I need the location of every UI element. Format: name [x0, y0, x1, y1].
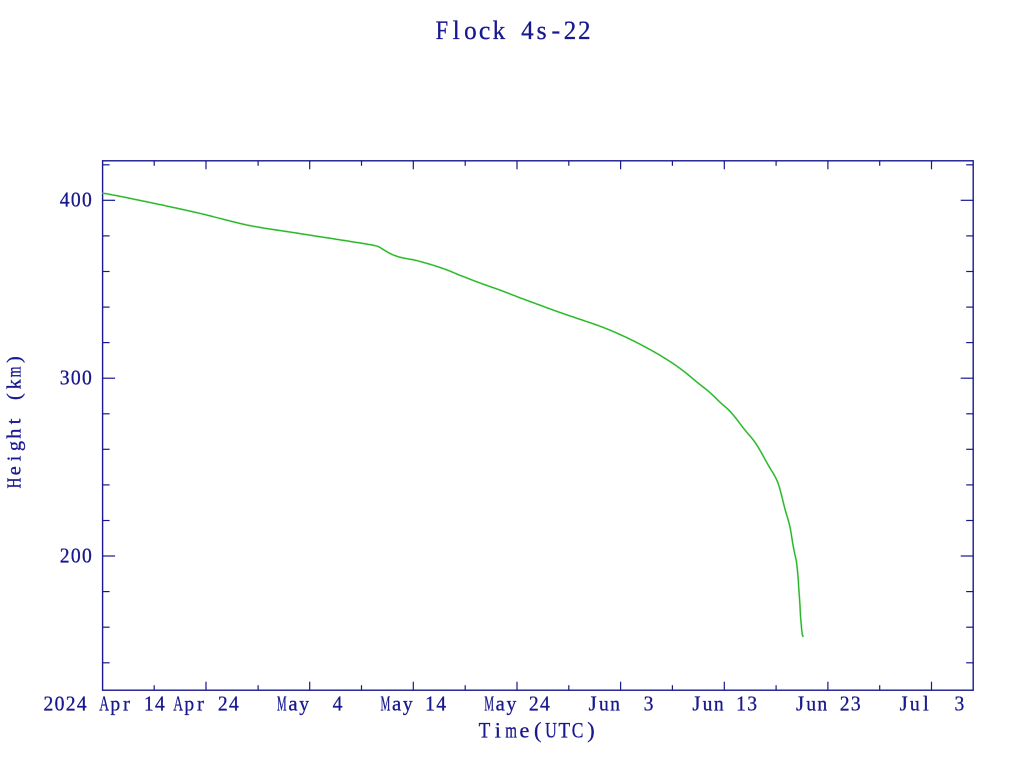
svg-text:a: a	[392, 692, 401, 715]
svg-text:u: u	[806, 693, 816, 716]
svg-text:): )	[587, 718, 594, 743]
svg-text:y: y	[507, 693, 518, 716]
svg-text:4: 4	[540, 693, 550, 716]
svg-text:r: r	[123, 692, 130, 715]
svg-text:2: 2	[529, 693, 539, 716]
svg-text:u: u	[703, 693, 713, 716]
svg-text:k: k	[493, 15, 506, 45]
svg-text:3: 3	[60, 367, 70, 390]
svg-text:0: 0	[82, 367, 92, 390]
svg-text:M: M	[484, 692, 494, 716]
svg-text:3: 3	[954, 693, 964, 716]
svg-text:l: l	[453, 16, 460, 45]
svg-text:0: 0	[71, 189, 81, 212]
svg-text:g: g	[4, 441, 26, 451]
svg-text:r: r	[197, 692, 204, 715]
svg-text:U: U	[545, 719, 557, 743]
svg-text:n: n	[610, 693, 620, 716]
svg-text:2: 2	[564, 15, 577, 45]
svg-text:i: i	[495, 718, 501, 743]
svg-text:2: 2	[578, 15, 591, 45]
svg-text:): )	[4, 356, 26, 363]
svg-text:p: p	[184, 693, 194, 716]
svg-text:p: p	[110, 693, 120, 716]
svg-text:(: (	[4, 393, 26, 400]
svg-text:m: m	[2, 366, 25, 377]
svg-text:2: 2	[218, 693, 228, 716]
svg-text:y: y	[403, 693, 414, 716]
svg-text:J: J	[692, 692, 700, 715]
svg-text:H: H	[2, 478, 25, 489]
svg-text:3: 3	[747, 693, 757, 716]
svg-text:1: 1	[736, 693, 746, 716]
svg-text:M: M	[381, 692, 391, 716]
svg-text:1: 1	[425, 693, 435, 716]
svg-text:i: i	[4, 455, 26, 461]
svg-text:0: 0	[55, 693, 65, 716]
svg-text:T: T	[558, 719, 570, 743]
svg-text:4: 4	[155, 693, 165, 716]
svg-text:4: 4	[436, 693, 446, 716]
svg-text:F: F	[436, 16, 449, 45]
svg-text:0: 0	[71, 367, 81, 390]
svg-text:C: C	[572, 719, 584, 743]
svg-text:A: A	[99, 691, 109, 715]
svg-text:e: e	[519, 718, 529, 743]
svg-text:1: 1	[144, 693, 154, 716]
svg-text:J: J	[900, 692, 908, 715]
svg-text:M: M	[277, 692, 287, 716]
svg-text:n: n	[817, 693, 827, 716]
svg-text:-: -	[551, 16, 560, 45]
svg-text:h: h	[4, 429, 26, 439]
svg-text:3: 3	[851, 693, 861, 716]
svg-text:4: 4	[77, 693, 87, 716]
svg-text:A: A	[173, 691, 183, 715]
svg-text:4: 4	[60, 189, 70, 212]
svg-text:0: 0	[71, 545, 81, 568]
svg-text:4: 4	[333, 693, 343, 716]
svg-text:t: t	[4, 418, 26, 424]
svg-text:2: 2	[840, 693, 850, 716]
svg-text:(: (	[534, 718, 541, 743]
svg-text:e: e	[4, 466, 26, 475]
svg-text:a: a	[288, 692, 297, 715]
svg-text:u: u	[599, 693, 609, 716]
svg-text:u: u	[910, 693, 920, 716]
svg-text:2: 2	[60, 545, 70, 568]
svg-text:2: 2	[66, 693, 76, 716]
svg-text:4: 4	[521, 15, 534, 45]
svg-text:s: s	[536, 16, 546, 45]
svg-text:0: 0	[82, 545, 92, 568]
svg-text:y: y	[299, 693, 310, 716]
svg-text:o: o	[464, 15, 477, 45]
svg-text:T: T	[479, 719, 491, 743]
svg-text:n: n	[714, 693, 724, 716]
svg-text:0: 0	[82, 189, 92, 212]
svg-text:a: a	[496, 692, 505, 715]
svg-text:m: m	[505, 719, 517, 744]
svg-text:c: c	[479, 16, 491, 45]
svg-text:4: 4	[229, 693, 239, 716]
svg-text:2: 2	[43, 693, 53, 716]
svg-text:l: l	[923, 692, 929, 715]
svg-text:J: J	[589, 692, 597, 715]
svg-text:3: 3	[644, 693, 654, 716]
svg-text:J: J	[796, 692, 804, 715]
svg-text:k: k	[4, 378, 26, 389]
